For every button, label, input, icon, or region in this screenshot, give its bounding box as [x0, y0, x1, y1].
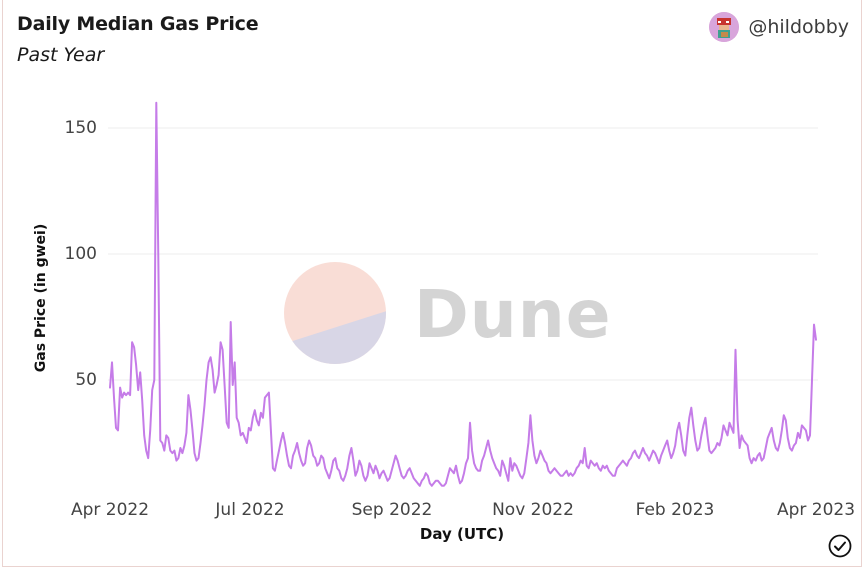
x-tick-feb-2023: Feb 2023 [635, 500, 715, 520]
x-tick-jul-2022: Jul 2022 [215, 500, 285, 520]
x-tick-apr-2022: Apr 2022 [70, 500, 150, 520]
y-tick-100: 100 [64, 244, 97, 264]
author-handle[interactable]: @hildobby [748, 16, 849, 38]
chart-title: Daily Median Gas Price [17, 13, 259, 35]
x-axis-label: Day (UTC) [419, 525, 505, 543]
chart-subtitle: Past Year [17, 44, 105, 66]
y-tick-50: 50 [75, 370, 97, 390]
x-tick-nov-2022: Nov 2022 [492, 500, 574, 520]
author-badge[interactable]: @hildobby [709, 12, 849, 42]
gas-price-line [109, 101, 817, 487]
y-tick-150: 150 [64, 118, 97, 138]
check-circle-icon[interactable] [828, 534, 852, 558]
x-tick-apr-2023: Apr 2023 [776, 500, 856, 520]
gridlines [108, 127, 818, 381]
dune-watermark-text: Dune [414, 276, 612, 353]
x-tick-sep-2022: Sep 2022 [351, 500, 433, 520]
avatar[interactable] [709, 12, 740, 42]
avatar-pixel-art-icon [709, 12, 740, 42]
dune-watermark-logo [284, 262, 386, 364]
